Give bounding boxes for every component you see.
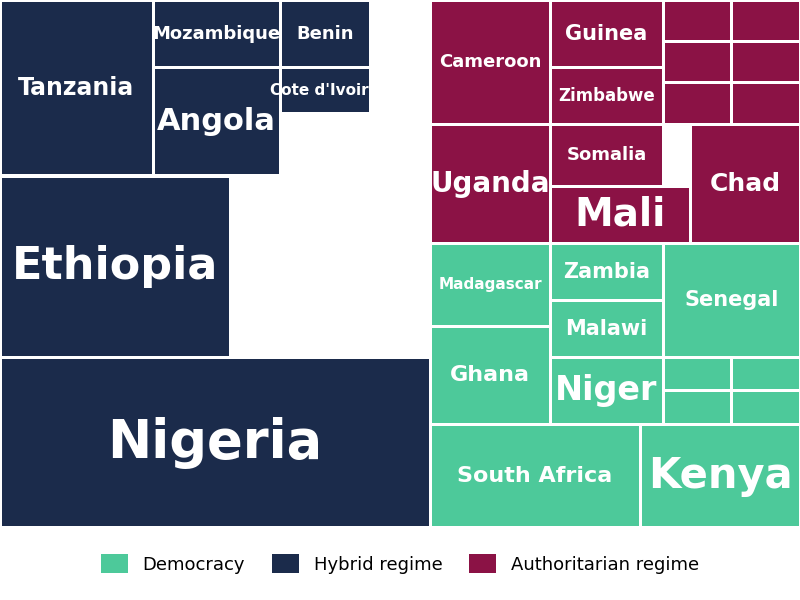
- Bar: [431, 426, 638, 526]
- Text: Tanzania: Tanzania: [18, 76, 134, 100]
- Bar: [2, 359, 429, 526]
- Bar: [665, 2, 730, 40]
- Bar: [2, 2, 151, 175]
- Bar: [551, 302, 662, 356]
- Text: Chad: Chad: [710, 172, 781, 196]
- Bar: [154, 2, 278, 66]
- Bar: [691, 126, 798, 242]
- Text: Niger: Niger: [555, 374, 658, 407]
- Bar: [733, 2, 798, 40]
- Bar: [431, 2, 549, 122]
- Text: Zambia: Zambia: [563, 262, 650, 282]
- Bar: [733, 426, 798, 454]
- Bar: [282, 69, 369, 112]
- Text: Uganda: Uganda: [430, 170, 550, 198]
- Bar: [551, 359, 662, 423]
- Bar: [665, 85, 730, 122]
- Text: Kenya: Kenya: [648, 455, 792, 497]
- Bar: [665, 359, 730, 389]
- Text: Nigeria: Nigeria: [107, 416, 322, 469]
- Text: Ghana: Ghana: [450, 365, 530, 385]
- Bar: [551, 69, 662, 122]
- Bar: [551, 126, 662, 185]
- Bar: [154, 69, 278, 175]
- Text: Madagascar: Madagascar: [438, 277, 542, 292]
- Bar: [551, 245, 662, 299]
- Text: Guinea: Guinea: [566, 23, 648, 44]
- Text: Mozambique: Mozambique: [153, 25, 281, 43]
- Bar: [282, 2, 369, 66]
- Bar: [665, 392, 730, 423]
- Text: Zimbabwe: Zimbabwe: [558, 87, 655, 105]
- Bar: [431, 126, 549, 242]
- Text: Somalia: Somalia: [566, 146, 646, 164]
- Legend: Democracy, Hybrid regime, Authoritarian regime: Democracy, Hybrid regime, Authoritarian …: [94, 547, 706, 581]
- Bar: [551, 2, 662, 66]
- Text: Cameroon: Cameroon: [439, 53, 541, 71]
- Bar: [2, 178, 229, 356]
- Bar: [733, 43, 798, 81]
- Text: South Africa: South Africa: [458, 466, 613, 486]
- Bar: [733, 85, 798, 122]
- Bar: [431, 245, 549, 325]
- Text: Senegal: Senegal: [684, 290, 778, 310]
- Bar: [431, 328, 549, 423]
- Text: Mali: Mali: [574, 196, 666, 234]
- Bar: [642, 426, 798, 526]
- Text: Cote d'Ivoire: Cote d'Ivoire: [270, 83, 379, 98]
- Text: Angola: Angola: [157, 107, 276, 136]
- Bar: [733, 392, 798, 423]
- Text: Ethiopia: Ethiopia: [12, 245, 218, 288]
- Bar: [733, 359, 798, 389]
- Bar: [551, 188, 689, 242]
- Bar: [665, 245, 798, 356]
- Text: Malawi: Malawi: [566, 319, 648, 339]
- Bar: [665, 43, 730, 81]
- Text: Benin: Benin: [296, 25, 354, 43]
- Bar: [665, 426, 730, 454]
